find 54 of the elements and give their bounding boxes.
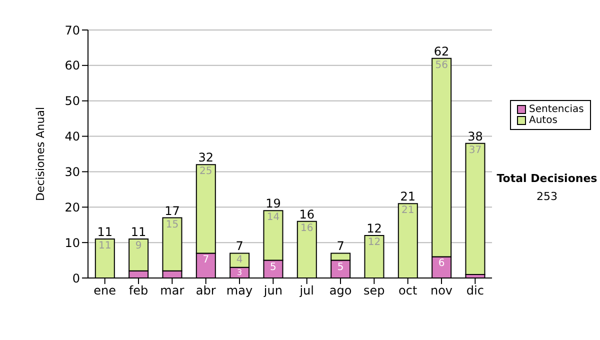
- total-label: 32: [198, 150, 214, 165]
- total-label: 11: [130, 225, 146, 240]
- x-tick-label: ago: [329, 284, 352, 298]
- total-label: 11: [97, 225, 113, 240]
- data-label: 5: [337, 262, 344, 273]
- data-label: 7: [202, 254, 210, 266]
- y-tick-label: 0: [72, 271, 80, 286]
- y-tick-label: 30: [64, 164, 80, 179]
- y-tick-label: 10: [64, 236, 80, 250]
- text: 253: [536, 190, 558, 203]
- data-label: 5: [270, 262, 276, 273]
- total-label: 38: [468, 129, 483, 144]
- x-tick-label: nov: [430, 284, 453, 298]
- data-label: 16: [300, 222, 314, 234]
- data-label: 25: [200, 166, 212, 178]
- total-label: 17: [164, 204, 180, 218]
- x-tick-label: jul: [298, 284, 314, 298]
- total-label: 19: [266, 196, 281, 211]
- y-tick-label: 20: [64, 200, 80, 214]
- data-label: 21: [402, 205, 414, 216]
- y-tick-label: 70: [64, 23, 80, 38]
- x-tick-label: mar: [160, 284, 184, 298]
- x-tick-label: oct: [398, 284, 418, 298]
- x-tick-label: dic: [466, 284, 484, 298]
- total-label: 16: [299, 207, 315, 222]
- legend-label: Autos: [529, 115, 558, 126]
- total-label: 62: [434, 44, 450, 58]
- x-tick-label: abr: [196, 284, 216, 298]
- x-tick-label: jun: [262, 284, 282, 298]
- y-tick-label: 40: [64, 130, 80, 144]
- data-label: 3: [237, 268, 242, 278]
- x-tick-label: feb: [128, 284, 148, 298]
- total-label: 21: [400, 190, 416, 204]
- x-tick-label: may: [226, 284, 253, 298]
- data-label: 56: [435, 60, 448, 71]
- text: Total Decisiones: [496, 172, 598, 185]
- x-tick-label: sep: [364, 284, 385, 298]
- data-label: 12: [368, 236, 381, 248]
- bar: [465, 142, 486, 275]
- data-label: 14: [266, 212, 280, 224]
- legend-label: Sentencias: [529, 104, 584, 115]
- data-label: 11: [98, 240, 112, 252]
- total-label: 7: [236, 239, 244, 254]
- y-tick-label: 50: [64, 94, 80, 108]
- y-axis-title: Decisiones Anual: [34, 106, 47, 202]
- data-label: 4: [236, 254, 243, 266]
- x-tick-label: ene: [94, 284, 116, 298]
- data-label: 37: [468, 144, 482, 156]
- total-label: 12: [366, 221, 382, 236]
- data-label: 15: [166, 219, 179, 230]
- data-label: 9: [135, 240, 142, 252]
- total-label: 7: [336, 239, 344, 254]
- data-label: 6: [438, 258, 445, 270]
- y-tick-label: 60: [64, 58, 80, 73]
